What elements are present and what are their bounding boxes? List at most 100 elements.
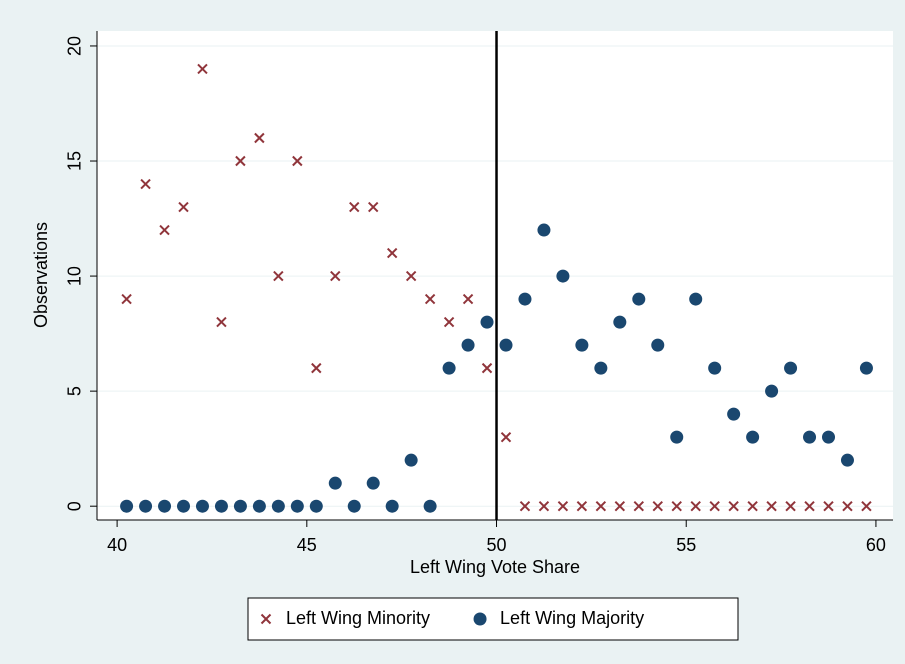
y-tick-label: 0 — [65, 501, 85, 511]
point — [576, 500, 588, 512]
x-tick-label: 40 — [107, 535, 127, 555]
point — [633, 500, 645, 512]
point — [328, 476, 342, 490]
point — [842, 500, 853, 512]
point — [404, 453, 418, 467]
point — [727, 407, 741, 421]
point — [233, 499, 247, 513]
point — [518, 292, 532, 306]
point — [139, 499, 153, 513]
point — [309, 499, 323, 513]
point — [311, 362, 322, 374]
point — [368, 201, 379, 213]
point — [252, 499, 266, 513]
point — [254, 132, 265, 144]
legend-label: Left Wing Minority — [286, 608, 430, 628]
point — [822, 430, 836, 444]
point — [803, 430, 817, 444]
point — [195, 499, 209, 513]
point — [216, 316, 227, 328]
point — [746, 430, 760, 444]
point — [273, 270, 284, 282]
x-tick-label: 55 — [676, 535, 696, 555]
point — [386, 247, 398, 259]
point — [442, 361, 456, 375]
point — [158, 499, 172, 513]
point — [632, 292, 646, 306]
y-tick-label: 10 — [65, 266, 85, 286]
plot-area — [97, 31, 893, 520]
legend-label: Left Wing Majority — [500, 608, 644, 628]
point — [347, 499, 361, 513]
point — [480, 315, 494, 329]
point — [462, 293, 474, 305]
y-axis-title: Observations — [31, 222, 51, 328]
point — [120, 499, 134, 513]
point — [594, 361, 608, 375]
legend-marker — [473, 612, 487, 626]
x-axis-title: Left Wing Vote Share — [410, 557, 580, 577]
point — [349, 201, 360, 213]
point — [671, 500, 682, 512]
point — [385, 499, 399, 513]
point — [784, 361, 798, 375]
point — [500, 431, 512, 443]
point — [747, 500, 758, 512]
point — [443, 316, 455, 328]
y-tick-label: 15 — [65, 151, 85, 171]
point — [499, 338, 513, 352]
point — [538, 500, 550, 512]
point — [121, 293, 132, 305]
y-tick-label: 5 — [65, 386, 85, 396]
point — [290, 499, 304, 513]
x-tick-label: 60 — [866, 535, 886, 555]
point — [575, 338, 589, 352]
point — [804, 500, 815, 512]
point — [651, 338, 665, 352]
point — [214, 499, 228, 513]
point — [330, 270, 341, 282]
point — [461, 338, 475, 352]
point — [595, 500, 607, 512]
point — [178, 201, 189, 213]
point — [652, 500, 663, 512]
point — [613, 315, 627, 329]
point — [159, 224, 170, 236]
point — [614, 500, 626, 512]
point — [519, 500, 531, 512]
x-tick-label: 50 — [487, 535, 507, 555]
point — [766, 500, 777, 512]
point — [728, 500, 739, 512]
point — [177, 499, 191, 513]
point — [708, 361, 722, 375]
legend-marker — [260, 613, 272, 625]
point — [405, 270, 417, 282]
point — [689, 292, 703, 306]
point — [709, 500, 720, 512]
point — [424, 293, 436, 305]
point — [271, 499, 285, 513]
point — [861, 500, 872, 512]
point — [197, 63, 208, 75]
point — [785, 500, 796, 512]
point — [670, 430, 684, 444]
point — [823, 500, 834, 512]
point — [690, 500, 701, 512]
point — [366, 476, 380, 490]
x-tick-label: 45 — [297, 535, 317, 555]
point — [859, 361, 873, 375]
legend-box — [247, 597, 739, 641]
point — [557, 500, 569, 512]
point — [556, 269, 570, 283]
point — [140, 178, 151, 190]
point — [537, 223, 551, 237]
y-tick-label: 20 — [65, 36, 85, 56]
point — [840, 453, 854, 467]
point — [765, 384, 779, 398]
point — [423, 499, 437, 513]
point — [292, 155, 303, 167]
point — [481, 362, 493, 374]
point — [235, 155, 246, 167]
